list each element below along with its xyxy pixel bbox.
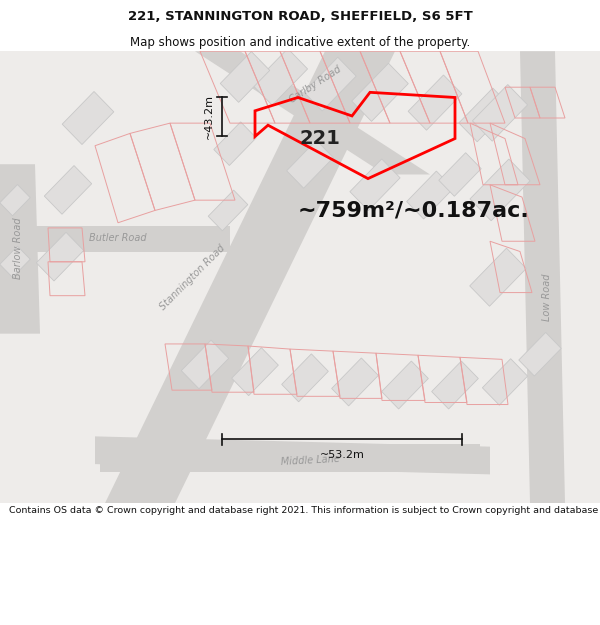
Polygon shape [220,51,270,102]
Polygon shape [100,444,480,472]
Polygon shape [520,51,565,503]
Polygon shape [181,340,229,389]
Polygon shape [214,122,256,166]
Polygon shape [281,354,328,402]
Polygon shape [472,84,527,141]
Polygon shape [95,436,490,474]
Polygon shape [470,159,530,221]
Text: Carlby Road: Carlby Road [287,64,343,104]
Polygon shape [352,63,408,121]
Polygon shape [208,190,248,231]
Polygon shape [232,348,278,396]
Polygon shape [105,51,395,503]
Polygon shape [459,88,511,142]
Text: ~759m²/~0.187ac.: ~759m²/~0.187ac. [298,200,530,220]
Text: Low Road: Low Road [542,274,552,321]
Polygon shape [0,184,30,216]
Polygon shape [304,58,356,111]
Polygon shape [482,359,527,405]
Polygon shape [0,246,30,278]
Polygon shape [30,226,230,251]
Polygon shape [0,164,40,334]
Polygon shape [350,159,400,211]
Polygon shape [382,361,428,409]
Text: ~43.2m: ~43.2m [204,94,214,139]
Text: 221, STANNINGTON ROAD, SHEFFIELD, S6 5FT: 221, STANNINGTON ROAD, SHEFFIELD, S6 5FT [128,10,472,23]
Text: Map shows position and indicative extent of the property.: Map shows position and indicative extent… [130,36,470,49]
Polygon shape [44,166,92,214]
Polygon shape [287,140,334,188]
Polygon shape [519,332,561,376]
Polygon shape [332,358,379,406]
Text: Middle Lane: Middle Lane [280,454,340,466]
Polygon shape [195,51,430,174]
Polygon shape [407,171,454,219]
Polygon shape [431,361,478,409]
Polygon shape [62,91,114,144]
Polygon shape [408,75,462,130]
Polygon shape [37,232,83,281]
Text: ~53.2m: ~53.2m [320,450,364,460]
Text: 221: 221 [299,129,340,148]
Polygon shape [470,248,526,306]
Polygon shape [439,152,481,196]
Text: Butler Road: Butler Road [89,233,147,243]
Text: Contains OS data © Crown copyright and database right 2021. This information is : Contains OS data © Crown copyright and d… [9,506,600,514]
Polygon shape [253,49,308,105]
Text: Barlow Road: Barlow Road [13,217,23,279]
Text: Stannington Road: Stannington Road [157,242,227,312]
